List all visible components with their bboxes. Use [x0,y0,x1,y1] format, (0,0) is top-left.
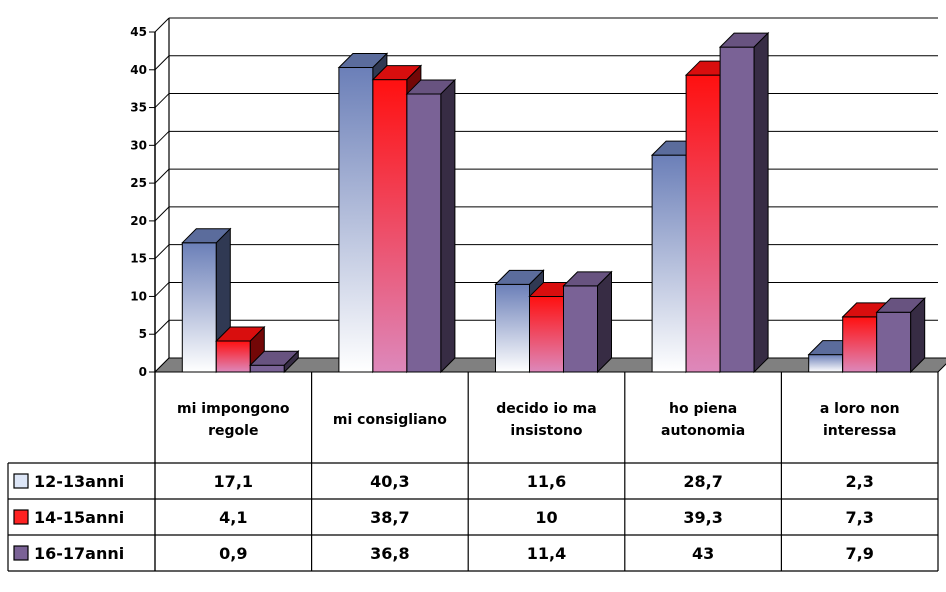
gridline-depth [154,55,170,71]
bar-side [283,349,299,374]
bar [651,154,687,373]
legend-key [13,545,29,561]
bar-side [440,78,456,374]
table-cell: 2,3 [846,472,874,491]
series-label: 16-17anni [34,544,124,563]
y-tick-label: 5 [139,327,147,341]
table-cell: 40,3 [370,472,409,491]
gridline-depth [154,168,170,184]
bar [338,67,374,373]
table-cell: 36,8 [370,544,409,563]
gridline-depth [154,93,170,108]
bar [876,311,912,373]
gridline-depth [154,244,170,260]
bar [563,285,598,373]
bar-side [910,297,926,374]
table-cell: 43 [692,544,714,563]
bar-side [597,270,612,374]
category-label: autonomia [661,423,745,439]
y-tick-label: 0 [139,365,147,379]
y-tick-label: 35 [130,101,147,115]
table-cell: 39,3 [683,508,722,527]
bar [406,93,442,373]
bar [719,46,755,373]
table-cell: 10 [535,508,557,527]
y-tick-label: 40 [130,63,147,77]
bars [181,31,926,374]
bar [685,74,721,373]
table-cell: 0,9 [219,544,247,563]
gridline-depth [154,319,170,335]
bar [842,316,878,373]
table-cell: 4,1 [219,508,247,527]
y-tick-label: 45 [130,25,147,39]
bar [372,79,408,373]
table-cell: 11,6 [527,472,566,491]
data-table: mi impongono regole mi consigliano decido i… [7,372,939,572]
category-label: regole [208,423,258,439]
category-label: interessa [823,423,896,439]
category-label: a loro non [820,401,900,417]
table-cell: 28,7 [683,472,722,491]
table-cell: 17,1 [214,472,253,491]
category-label: ho piena [669,401,737,417]
bar-side [753,31,769,374]
y-tick-label: 10 [130,289,147,303]
y-tick-label: 30 [130,138,147,152]
bar [181,242,217,373]
table-cell: 7,9 [846,544,874,563]
bar [495,283,530,373]
legend-key [13,473,29,489]
category-label: mi impongono [177,401,290,417]
gridline-depth [154,206,170,222]
y-tick-label: 20 [130,214,147,228]
category-label: insistono [510,423,583,439]
y-tick-label: 25 [130,176,147,190]
series-label: 14-15anni [34,508,124,527]
category-label: decido io ma [496,401,596,417]
y-axis: 0 5 10 15 20 25 30 35 40 45 [130,25,156,379]
y-tick-label: 15 [130,252,147,266]
series-label: 12-13anni [34,472,124,491]
table-cell: 7,3 [846,508,874,527]
legend-key [13,509,29,525]
gridline-depth [154,17,170,33]
category-label: mi consigliano [333,412,447,428]
bar [808,354,844,373]
bar [249,364,285,373]
table-cell: 11,4 [527,544,566,563]
gridline-depth [154,130,170,146]
table-cell: 38,7 [370,508,409,527]
gridline-depth [154,282,170,297]
bar [215,340,251,373]
bar [529,295,564,373]
